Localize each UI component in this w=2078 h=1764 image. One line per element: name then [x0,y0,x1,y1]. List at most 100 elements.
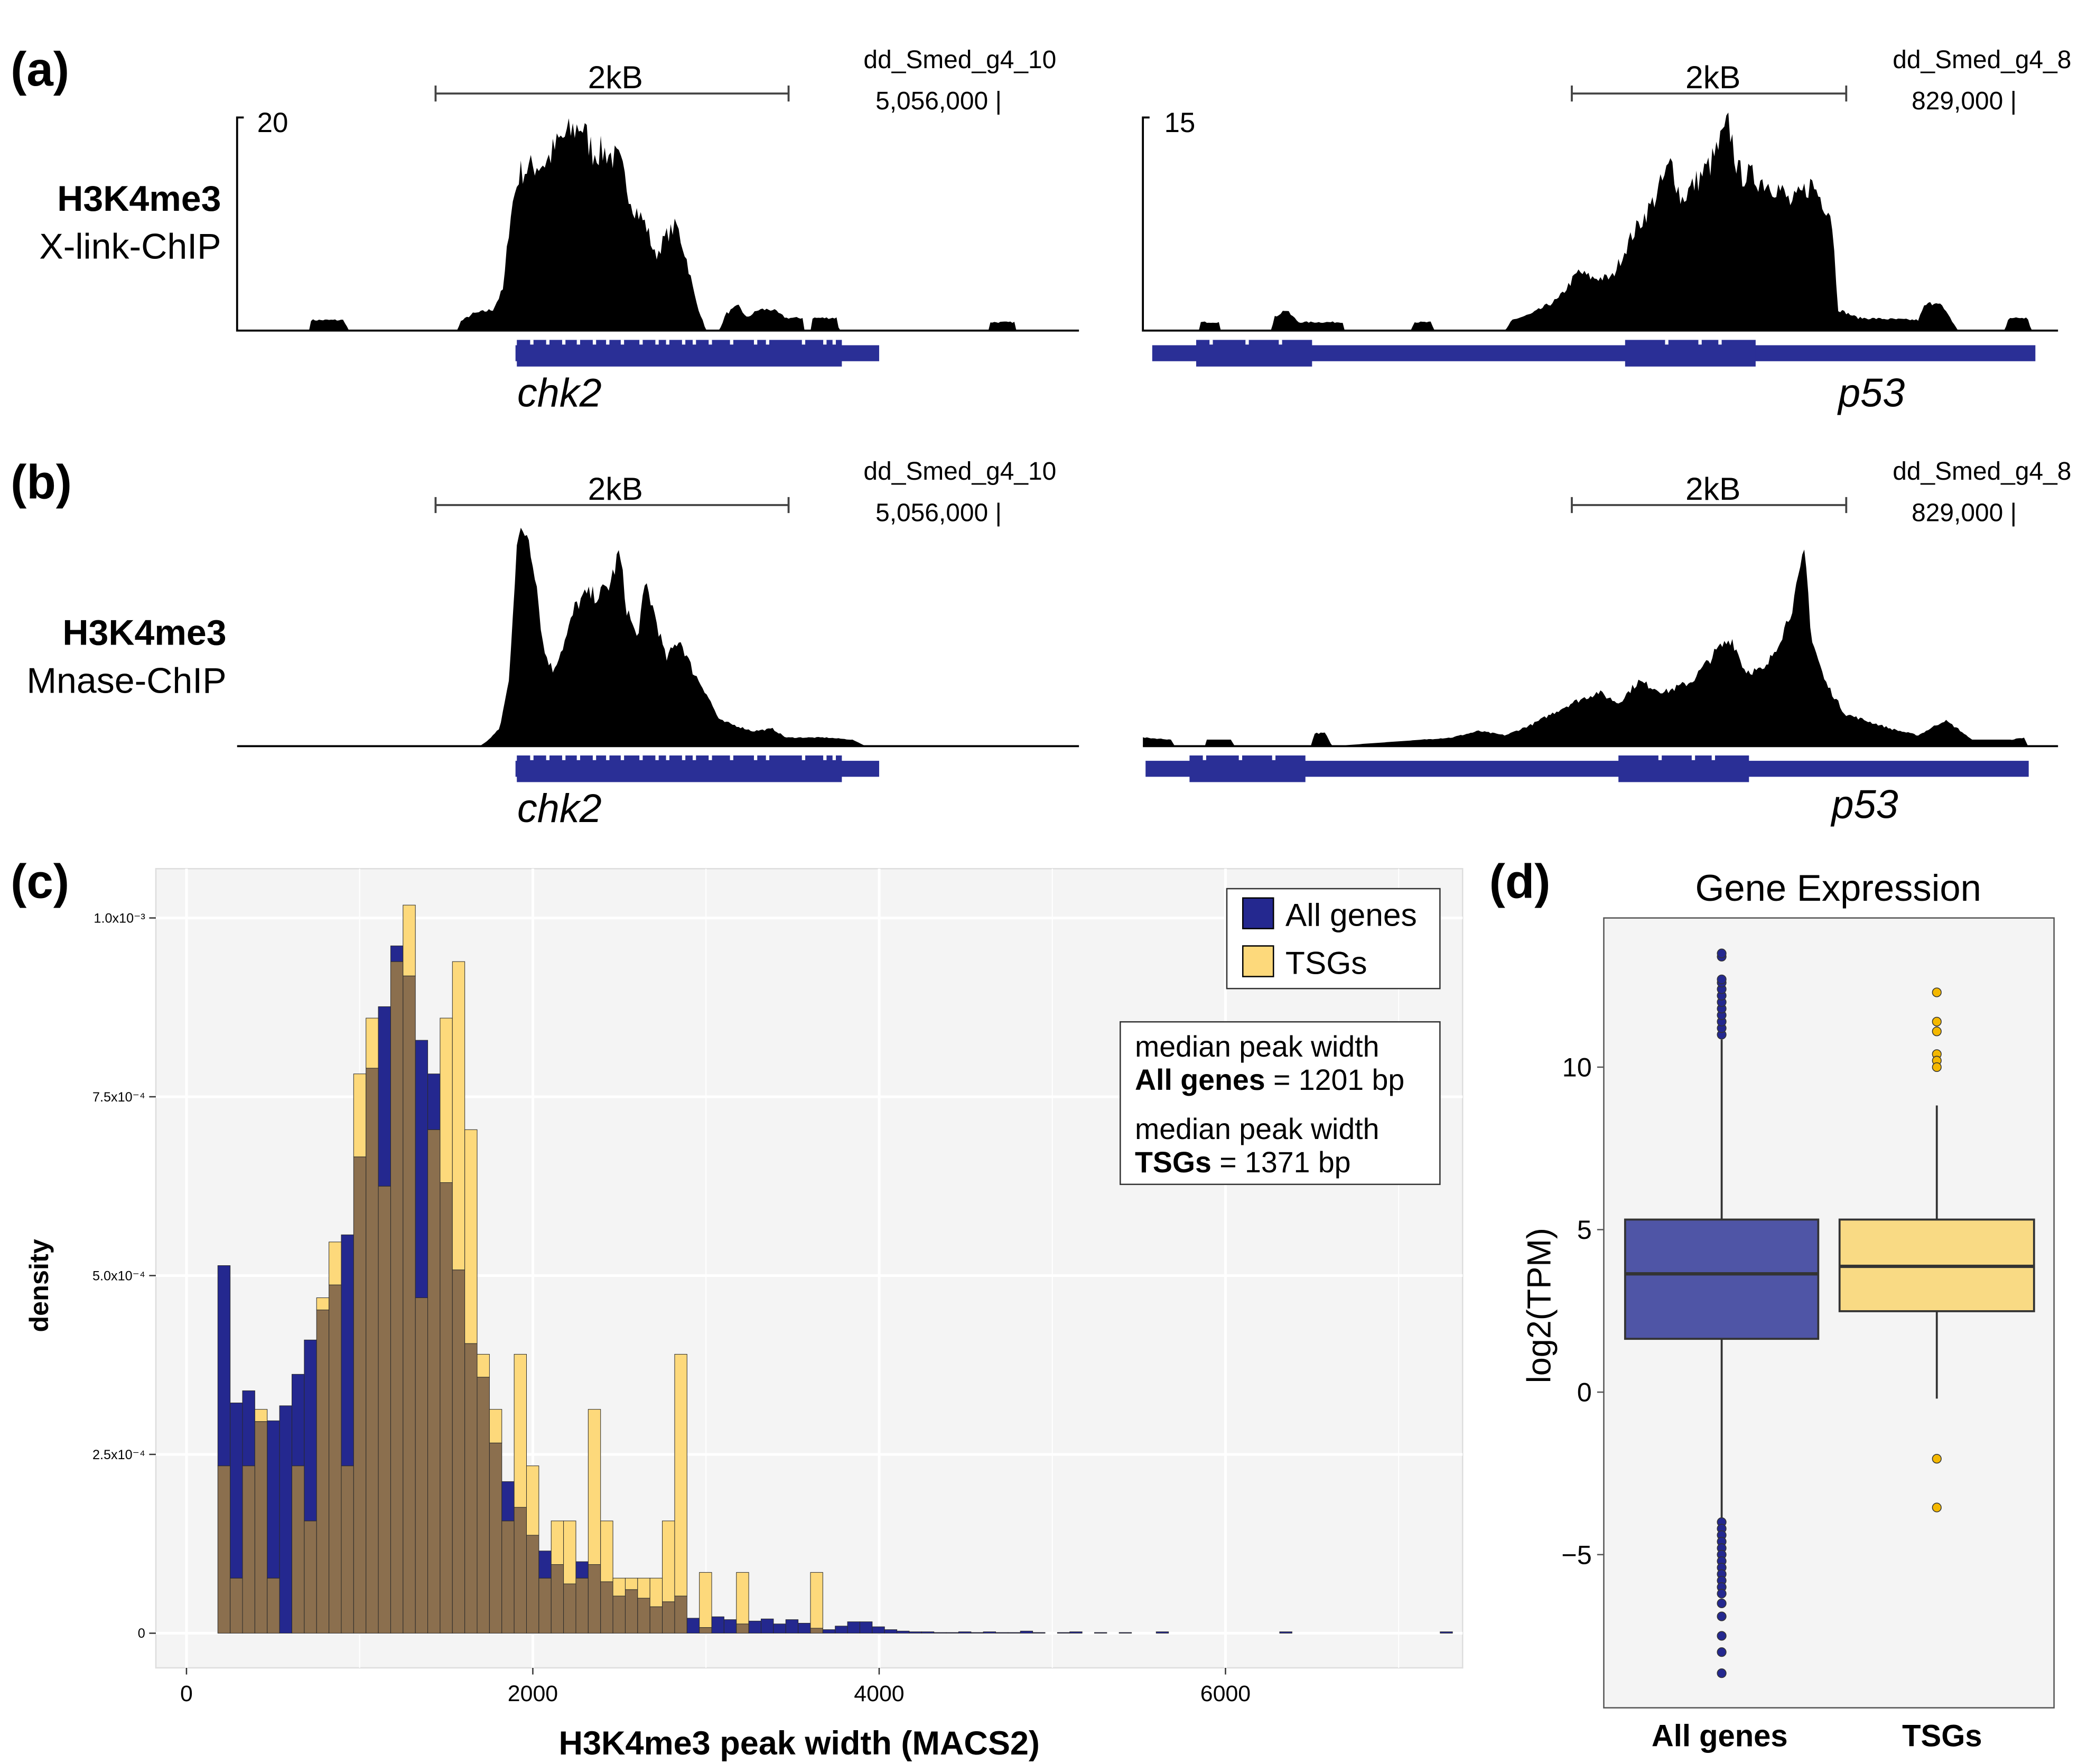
bar-overlap [575,1578,589,1634]
gene-exon-gap [576,755,580,760]
gene-exon-gap [766,340,769,345]
outlier-point [1932,1502,1942,1513]
bar-overlap [489,1442,502,1634]
y-tick-label: 10 [1562,1052,1592,1082]
track-axis [236,116,1079,332]
gene-exon-gap [709,340,712,345]
annotation-box [1120,1021,1441,1186]
outlier-point [1717,1647,1727,1657]
bar-tsgs [489,1409,502,1443]
bar-all-genes [304,1339,317,1522]
bar-all-genes [958,1631,972,1634]
bar-overlap [341,1466,354,1634]
gene-label-p53: p53 [1837,371,1905,415]
bar-all-genes [897,1630,910,1634]
bar-all-genes [847,1621,860,1634]
median-annotation: median peak width All genes = 1201 bp me… [1120,1021,1441,1186]
track-header-a-left: 2kB dd_Smed_g4_10 5,056,000 | 20 chk2 [257,46,1057,415]
bar-all-genes [785,1619,799,1634]
outlier-point [1932,1016,1942,1026]
gene-exon-gap [730,340,733,345]
bar-all-genes [934,1632,947,1634]
bar-all-genes [1020,1630,1033,1634]
bar-overlap [217,1466,231,1634]
outlier-point [1932,987,1942,997]
signal-track-x-link-chk2 [237,118,1079,331]
legend-swatch-all-genes [1242,897,1274,930]
axis-ticks: −5 0 5 10 [1561,1052,1604,1570]
bar-all-genes [822,1629,836,1634]
bar-tsgs [366,1018,379,1069]
outlier-point [1717,1631,1727,1641]
signal-track-mnase-chk2 [237,527,1079,746]
gene-model-chk2 [515,755,879,782]
legend-swatch-tsgs [1242,945,1274,977]
bar-tsgs [452,961,465,1271]
bar-all-genes [983,1631,996,1634]
coord-label: 5,056,000 | [875,87,1002,115]
ymax-label: 15 [1164,107,1195,138]
legend: All genes TSGs [1226,888,1441,990]
outlier-point [1717,1668,1727,1678]
bar-tsgs [612,1578,626,1597]
bar-overlap [588,1564,601,1634]
bar-all-genes [217,1265,231,1467]
bar-all-genes [1094,1632,1107,1634]
bar-overlap [353,1156,367,1634]
genome-tracks [236,113,2058,782]
gene-exon [517,755,842,782]
gene-exon [1196,340,1312,367]
chrom-label: dd_Smed_g4_8 [1893,458,2071,486]
outlier-point [1717,1611,1727,1621]
outlier-point [1717,948,1727,958]
bar-all-genes [760,1618,774,1634]
gene-model-p53 [1145,755,2029,782]
y-axis-label: log2(TPM) [1521,1228,1558,1383]
outlier-point [1932,1454,1942,1464]
gene-exon-gap [832,340,836,345]
bar-all-genes [267,1420,280,1579]
panel-label-c: (c) [11,855,69,909]
bar-all-genes [773,1623,786,1634]
gene-exon-gap [666,340,669,345]
legend-label-tsgs: TSGs [1285,945,1367,981]
scale-label: 2kB [1685,471,1740,507]
scale-bar [1571,497,1848,514]
y-tick-label: 5.0x10⁻⁴ [92,1268,145,1283]
gene-exon-gap [639,340,643,345]
gene-exon-gap [620,755,625,760]
y-tick-label: 7.5x10⁻⁴ [92,1090,145,1105]
outlier-point [1717,974,1727,984]
gene-exon-gap [823,755,827,760]
outlier-point [1932,1026,1942,1037]
annotation-bold: All genes [1135,1063,1265,1096]
annotation-value: = 1201 bp [1265,1063,1405,1096]
bar-all-genes [1279,1631,1292,1634]
bar-tsgs [699,1572,712,1628]
bar-overlap [316,1309,330,1634]
x-category-tsgs: TSGs [1902,1720,1982,1753]
gene-exon-gap [709,755,712,760]
scale-bar [1571,85,1848,102]
y-axis-label: density [24,1239,54,1332]
bar-overlap [649,1606,663,1634]
gene-exon-gap [802,340,806,345]
bar-all-genes [971,1632,984,1634]
y-tick-label: 0 [1577,1377,1592,1407]
coord-label: 5,056,000 | [875,499,1002,527]
bar-overlap [600,1581,613,1634]
gene-exon-gap [682,755,686,760]
outlier-point [1932,1062,1942,1072]
gene-exon-gap [766,755,769,760]
gene-label-p53: p53 [1831,782,1898,827]
gene-exon-gap [1238,755,1242,760]
bar-all-genes [279,1405,292,1634]
bar-tsgs [674,1354,687,1597]
bar-all-genes [859,1621,873,1634]
bar-overlap [415,1297,428,1634]
x-tick-label: 0 [180,1681,193,1706]
gene-exon-gap [639,755,643,760]
bar-all-genes [884,1629,898,1634]
track-header-b-right: 2kB dd_Smed_g4_8 829,000 | p53 [1571,458,2071,827]
